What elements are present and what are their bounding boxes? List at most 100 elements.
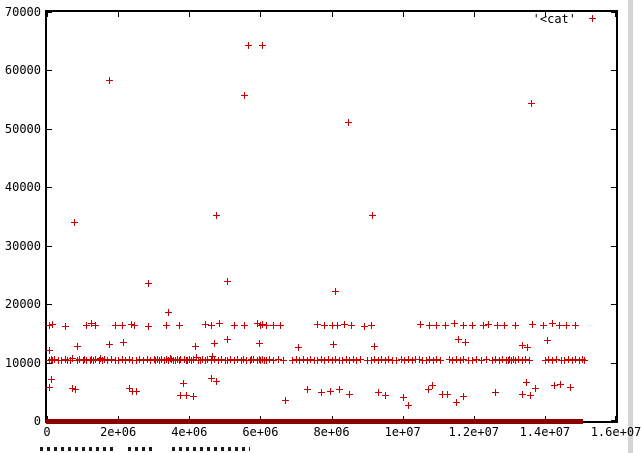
- x-axis-tick-label: 1.2e+07: [448, 425, 500, 439]
- data-point-marker: [502, 356, 510, 364]
- data-point-marker: [164, 309, 172, 317]
- data-point-marker: [321, 356, 329, 364]
- data-point-marker: [147, 356, 155, 364]
- data-point-marker: [196, 357, 204, 365]
- data-point-marker: [214, 356, 222, 364]
- data-point-marker: [223, 277, 231, 285]
- data-point-marker: [92, 322, 99, 330]
- data-point-marker: [346, 356, 354, 364]
- data-point-marker: [332, 288, 340, 296]
- data-point-marker: [541, 356, 549, 364]
- data-point-marker: [156, 356, 164, 364]
- axis-tick: [402, 12, 404, 17]
- data-point-marker: [436, 356, 444, 364]
- data-point-marker: [456, 356, 464, 364]
- data-point-marker: [378, 356, 386, 364]
- data-point-marker: [218, 356, 226, 364]
- data-point-marker: [83, 321, 91, 329]
- data-point-marker: [424, 386, 432, 394]
- data-point-marker: [63, 356, 71, 364]
- data-point-marker: [488, 356, 496, 364]
- data-point-marker: [95, 356, 103, 364]
- data-point-marker: [518, 391, 526, 399]
- data-point-marker: [367, 357, 375, 365]
- data-point-marker: [580, 356, 588, 364]
- data-point-marker: [452, 398, 460, 406]
- clipped-text-remnant: [128, 447, 152, 451]
- data-point-marker: [492, 389, 500, 397]
- data-point-marker: [445, 356, 453, 364]
- x-axis-tick-label: 1.6e+07: [590, 425, 641, 439]
- data-point-marker: [572, 356, 580, 364]
- data-point-marker: [449, 356, 457, 364]
- data-point-marker: [212, 212, 220, 220]
- data-point-marker: [207, 375, 215, 383]
- axis-tick: [47, 12, 52, 13]
- data-point-marker: [477, 356, 485, 364]
- data-point-marker: [67, 357, 75, 365]
- data-point-marker: [111, 321, 119, 329]
- data-point-marker: [404, 402, 412, 410]
- data-point-marker: [426, 356, 434, 364]
- data-point-marker: [548, 320, 556, 328]
- data-point-marker: [360, 322, 368, 330]
- data-point-marker: [524, 344, 532, 352]
- data-point-marker: [111, 356, 119, 364]
- data-point-marker: [202, 356, 210, 364]
- data-point-marker: [483, 356, 491, 364]
- data-point-marker: [518, 342, 526, 350]
- data-point-marker: [68, 355, 76, 363]
- data-point-marker: [412, 356, 420, 364]
- axis-tick: [611, 245, 616, 247]
- axis-tick: [260, 12, 262, 17]
- data-point-marker: [300, 355, 308, 363]
- data-point-marker: [83, 356, 91, 364]
- plot-area: [45, 10, 618, 424]
- data-point-marker: [561, 356, 569, 364]
- data-point-marker: [543, 336, 551, 344]
- data-point-marker: [314, 357, 322, 365]
- data-point-marker: [348, 321, 356, 329]
- data-point-marker: [438, 391, 446, 399]
- y-axis-tick-label: 30000: [4, 238, 41, 253]
- axis-tick: [473, 12, 475, 17]
- data-point-marker: [353, 356, 361, 364]
- x-axis-tick-label: 1e+07: [384, 425, 421, 439]
- data-point-marker: [257, 356, 265, 364]
- axis-tick: [47, 128, 52, 130]
- axis-tick: [47, 70, 52, 72]
- data-point-marker: [548, 356, 556, 364]
- legend-label: '<cat': [532, 12, 576, 26]
- data-point-marker: [120, 339, 128, 347]
- data-point-marker: [367, 321, 375, 329]
- data-point-marker: [122, 356, 130, 364]
- data-point-marker: [76, 356, 83, 364]
- data-point-marker: [340, 321, 348, 328]
- data-point-marker: [371, 356, 379, 364]
- x-axis-tick-label: 2e+06: [100, 425, 137, 439]
- data-point-marker: [461, 338, 469, 346]
- data-point-marker: [339, 356, 347, 364]
- axis-tick: [611, 304, 616, 306]
- data-point-marker: [540, 321, 548, 329]
- data-point-marker: [460, 321, 468, 329]
- data-point-marker: [58, 356, 66, 364]
- data-point-marker: [472, 356, 480, 364]
- data-point-marker: [186, 356, 194, 364]
- data-point-marker: [131, 321, 139, 329]
- data-point-marker: [550, 382, 558, 390]
- data-point-marker: [289, 356, 297, 364]
- y-axis-tick-label: 50000: [4, 121, 41, 136]
- data-point-marker: [189, 356, 197, 364]
- data-point-marker: [177, 391, 185, 399]
- data-point-marker: [74, 343, 82, 351]
- data-point-marker: [506, 356, 514, 364]
- data-point-marker: [154, 355, 162, 363]
- data-point-marker: [132, 387, 140, 395]
- data-point-marker: [106, 77, 114, 85]
- data-point-marker: [71, 386, 79, 394]
- data-point-marker: [180, 355, 188, 363]
- data-point-marker: [310, 356, 318, 364]
- data-point-marker: [401, 356, 409, 364]
- data-point-marker: [79, 356, 87, 364]
